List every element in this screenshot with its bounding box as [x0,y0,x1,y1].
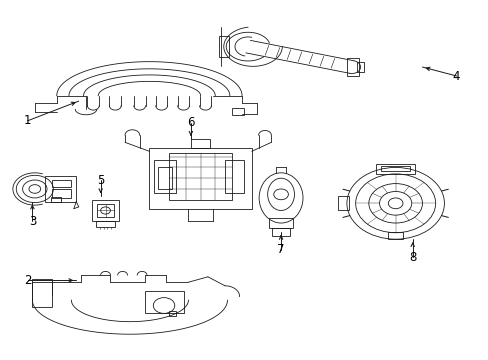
Bar [268,219,293,228]
Bar [190,139,210,148]
Text: 1: 1 [24,114,31,127]
Bar [375,164,414,174]
Bar [337,196,348,211]
Bar [387,232,402,239]
Bar [149,148,251,209]
Text: 8: 8 [408,251,416,264]
Bar [356,62,363,72]
Text: 4: 4 [452,69,459,82]
Bar [224,160,244,193]
Text: 3: 3 [29,215,36,228]
Bar [219,36,228,57]
Bar [32,279,52,307]
Bar [52,180,71,187]
Bar [158,167,172,189]
Bar [232,108,244,116]
Bar [92,201,119,221]
Text: 7: 7 [277,243,284,256]
Text: 2: 2 [24,274,31,287]
Bar [44,176,76,202]
Bar [97,204,114,217]
Bar [380,166,409,171]
Bar [96,221,115,226]
Bar [51,197,61,202]
Text: 5: 5 [97,174,104,186]
Bar [346,58,358,76]
Text: 6: 6 [187,116,194,129]
Bar [144,291,183,313]
Bar [52,189,71,198]
Bar [272,228,289,235]
Bar [154,160,176,193]
Bar [168,311,176,316]
Bar [168,153,232,200]
